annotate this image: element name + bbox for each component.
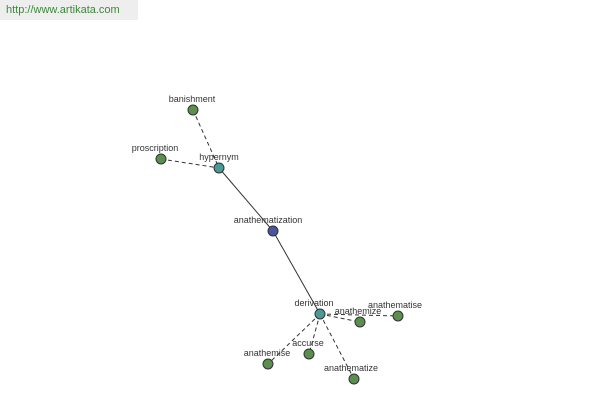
node[interactable] <box>155 153 167 165</box>
edge <box>218 167 274 232</box>
edge <box>272 230 321 315</box>
node-label: banishment <box>169 94 216 104</box>
node[interactable] <box>262 358 274 370</box>
edge <box>319 313 355 380</box>
edge <box>267 313 321 365</box>
node-label: proscription <box>132 143 179 153</box>
node-label: hypernym <box>199 152 239 162</box>
node[interactable] <box>303 348 315 360</box>
url-banner: http://www.artikata.com <box>0 0 138 20</box>
node-label: anathematize <box>324 363 378 373</box>
node[interactable] <box>348 373 360 385</box>
node-label: anathemise <box>244 348 291 358</box>
node-label: derivation <box>294 298 333 308</box>
edge <box>192 109 220 169</box>
node[interactable] <box>354 316 366 328</box>
node-label: accurse <box>292 338 324 348</box>
edge <box>319 313 399 317</box>
node[interactable] <box>267 225 279 237</box>
edge <box>308 313 321 355</box>
node[interactable] <box>213 162 225 174</box>
node[interactable] <box>314 308 326 320</box>
node-label: anathematise <box>368 300 422 310</box>
url-text[interactable]: http://www.artikata.com <box>6 4 120 16</box>
node[interactable] <box>392 310 404 322</box>
node-label: anathematization <box>234 215 303 225</box>
edge <box>160 158 220 169</box>
node-label: anathemize <box>335 306 382 316</box>
node[interactable] <box>187 104 199 116</box>
